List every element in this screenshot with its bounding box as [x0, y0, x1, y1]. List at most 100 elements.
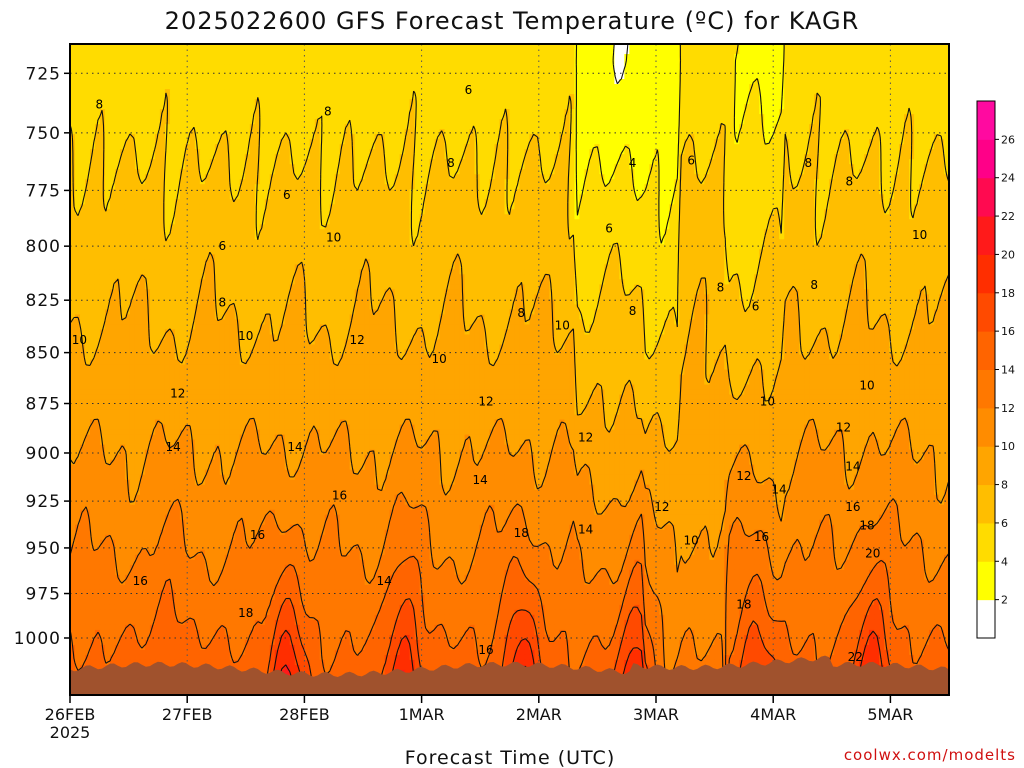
temperature-cell [804, 49, 810, 55]
temperature-cell [470, 114, 476, 120]
temperature-cell [95, 59, 101, 65]
temperature-cell [330, 54, 336, 60]
temperature-cell [105, 119, 111, 125]
temperature-cell [340, 54, 346, 60]
temperature-cell [904, 79, 910, 85]
temperature-cell [604, 104, 610, 110]
temperature-cell [674, 84, 680, 90]
temperature-cell [175, 99, 181, 105]
temperature-cell [450, 84, 456, 90]
temperature-cell [440, 99, 446, 105]
temperature-cell [879, 59, 885, 65]
temperature-cell [205, 129, 211, 135]
temperature-cell [639, 134, 645, 140]
temperature-cell [485, 54, 491, 60]
temperature-cell [335, 114, 341, 120]
temperature-cell [774, 69, 780, 75]
temperature-cell [839, 64, 845, 70]
temperature-cell [649, 49, 655, 55]
temperature-cell [599, 54, 605, 60]
temperature-cell [929, 119, 935, 125]
temperature-cell [569, 79, 575, 85]
temperature-cell [195, 69, 201, 75]
temperature-cell [220, 99, 226, 105]
temperature-cell [480, 109, 486, 115]
temperature-cell [320, 79, 326, 85]
temperature-cell [320, 129, 326, 135]
temperature-cell [485, 64, 491, 70]
temperature-cell [874, 69, 880, 75]
temperature-cell [639, 74, 645, 80]
temperature-cell [569, 54, 575, 60]
temperature-cell [629, 109, 635, 115]
temperature-cell [350, 109, 356, 115]
temperature-cell [524, 74, 530, 80]
temperature-cell [579, 64, 585, 70]
temperature-cell [569, 74, 575, 80]
temperature-cell [165, 69, 171, 75]
temperature-cell [549, 64, 555, 70]
temperature-cell [420, 134, 426, 140]
temperature-cell [714, 99, 720, 105]
temperature-cell [859, 69, 865, 75]
temperature-cell [514, 89, 520, 95]
temperature-cell [140, 74, 146, 80]
temperature-cell [904, 74, 910, 80]
temperature-cell [305, 89, 311, 95]
temperature-cell [470, 69, 476, 75]
temperature-cell [554, 109, 560, 115]
temperature-cell [594, 114, 600, 120]
temperature-cell [130, 64, 136, 70]
temperature-cell [579, 109, 585, 115]
temperature-cell [879, 104, 885, 110]
temperature-cell [240, 64, 246, 70]
temperature-cell [420, 54, 426, 60]
temperature-cell [899, 89, 905, 95]
temperature-cell [874, 84, 880, 90]
temperature-cell [330, 119, 336, 125]
temperature-cell [420, 49, 426, 55]
temperature-cell [420, 124, 426, 130]
temperature-cell [764, 89, 770, 95]
temperature-cell [105, 49, 111, 55]
temperature-cell [639, 104, 645, 110]
temperature-cell [305, 59, 311, 65]
temperature-cell [874, 104, 880, 110]
temperature-cell [664, 54, 670, 60]
temperature-cell [764, 84, 770, 90]
temperature-cell [689, 124, 695, 130]
temperature-cell [719, 74, 725, 80]
temperature-cell [589, 124, 595, 130]
temperature-cell [295, 129, 301, 135]
temperature-cell [544, 69, 550, 75]
temperature-cell [290, 104, 296, 110]
temperature-cell [614, 89, 620, 95]
temperature-cell [854, 124, 860, 130]
temperature-cell [614, 99, 620, 105]
temperature-cell [724, 119, 730, 125]
temperature-cell [170, 129, 176, 135]
temperature-cell [604, 89, 610, 95]
temperature-cell [480, 114, 486, 120]
temperature-cell [225, 119, 231, 125]
temperature-cell [85, 59, 91, 65]
temperature-cell [110, 74, 116, 80]
temperature-cell [819, 49, 825, 55]
temperature-cell [814, 99, 820, 105]
temperature-cell [370, 99, 376, 105]
temperature-cell [80, 49, 86, 55]
temperature-cell [460, 134, 466, 140]
temperature-cell [849, 84, 855, 90]
temperature-cell [370, 84, 376, 90]
temperature-cell [210, 134, 216, 140]
temperature-cell [310, 114, 316, 120]
temperature-cell [939, 54, 945, 60]
temperature-cell [405, 59, 411, 65]
temperature-cell [305, 49, 311, 55]
temperature-cell [470, 74, 476, 80]
temperature-cell [669, 74, 675, 80]
temperature-cell [115, 84, 121, 90]
temperature-cell [909, 79, 915, 85]
temperature-cell [265, 89, 271, 95]
temperature-cell [774, 134, 780, 140]
